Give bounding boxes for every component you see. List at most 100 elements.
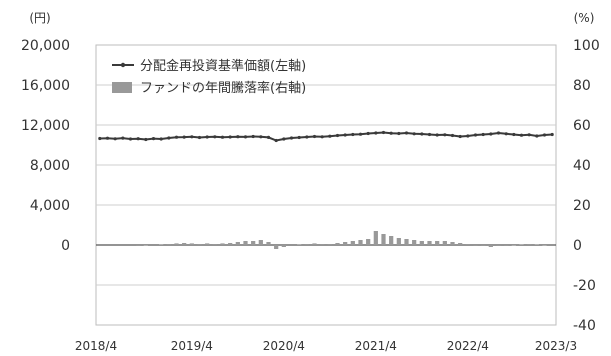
line-point <box>266 135 271 139</box>
bar <box>435 241 440 245</box>
bar <box>159 244 164 245</box>
y-right-tick-label: -40 <box>573 318 596 334</box>
legend-line-label: 分配金再投資基準価額(左軸) <box>140 58 306 74</box>
bar <box>274 245 279 249</box>
line-point <box>397 131 401 136</box>
line-point <box>420 132 424 136</box>
bar <box>396 238 401 245</box>
line-point <box>182 135 186 139</box>
bar <box>320 244 325 245</box>
y-right-tick-label: -20 <box>573 278 596 294</box>
bar <box>358 240 363 245</box>
line-series <box>98 130 554 143</box>
y-right-tick-label: 40 <box>573 158 591 174</box>
line-point <box>98 136 102 141</box>
axis-labels: 100 80 60 40 20 0 -20 -40 20,000 16,000 12,000 8,00… <box>21 38 600 353</box>
bar <box>136 245 141 246</box>
line-point <box>167 136 171 140</box>
y-left-tick-label: 20,000 <box>21 38 70 54</box>
bar <box>458 243 463 245</box>
y-right-tick-label: 20 <box>573 198 591 214</box>
bar <box>243 241 248 245</box>
line-point <box>374 131 378 135</box>
line-point <box>443 133 447 137</box>
bar <box>450 242 455 245</box>
bar <box>373 231 378 245</box>
line-point <box>274 138 278 143</box>
line-point <box>128 137 133 141</box>
y-left-tick-label: 0 <box>61 238 70 254</box>
line-point <box>358 132 363 136</box>
bar <box>389 236 394 245</box>
bar <box>235 242 240 245</box>
line-point <box>535 134 539 138</box>
line-point <box>144 137 148 142</box>
bar <box>473 245 478 246</box>
bar <box>519 244 524 245</box>
bar <box>312 243 317 245</box>
x-tick-label: 2018/4 <box>75 339 117 353</box>
bar <box>542 245 547 246</box>
line-point <box>381 130 386 135</box>
bar <box>266 242 271 245</box>
bar <box>220 243 225 245</box>
line-point <box>113 137 117 141</box>
bar <box>197 244 202 245</box>
grid-lines <box>96 84 556 286</box>
x-tick-label: 2020/4 <box>263 339 305 353</box>
line-point <box>427 132 432 137</box>
bar <box>381 234 386 245</box>
line-point <box>481 132 485 137</box>
line-point <box>328 134 332 138</box>
bar <box>504 245 509 246</box>
line-point <box>228 135 232 139</box>
legend-bar-swatch <box>112 82 132 93</box>
line-point <box>412 132 416 136</box>
right-axis-unit: (%) <box>574 11 595 25</box>
line-point <box>320 135 324 139</box>
line-point <box>466 134 470 138</box>
bar <box>427 241 432 245</box>
legend-bar-label: ファンドの年間騰落率(右軸) <box>140 80 306 96</box>
line-point <box>151 137 156 141</box>
line-point <box>366 131 370 136</box>
line-point <box>389 131 393 135</box>
line-point <box>243 135 248 139</box>
line-point <box>174 135 179 139</box>
line-point <box>259 135 263 139</box>
line-point <box>105 136 110 140</box>
line-point <box>305 135 309 139</box>
bar <box>404 239 409 245</box>
y-right-tick-label: 60 <box>573 118 591 134</box>
y-left-tick-label: 8,000 <box>30 158 70 174</box>
legend: 分配金再投資基準価額(左軸) ファンドの年間騰落率(右軸) <box>112 58 306 96</box>
y-right-tick-label: 100 <box>573 38 600 54</box>
bar <box>166 244 171 245</box>
bar <box>412 240 417 245</box>
bar <box>304 244 309 245</box>
line-point <box>213 135 217 139</box>
bar <box>258 240 263 245</box>
bar <box>496 245 501 246</box>
legend-line-marker <box>120 62 126 68</box>
bar-series <box>136 231 547 249</box>
left-axis-unit: (円) <box>29 11 50 25</box>
line-point <box>489 132 493 136</box>
line-point <box>343 133 347 137</box>
y-right-tick-label: 80 <box>573 78 591 94</box>
bar <box>189 243 194 245</box>
line-point <box>297 135 301 140</box>
y-right-tick-label: 0 <box>573 238 582 254</box>
x-tick-label: 2019/4 <box>171 339 213 353</box>
line-point <box>542 133 547 137</box>
line-point <box>282 137 286 141</box>
y-left-tick-label: 4,000 <box>30 198 70 214</box>
bar <box>143 245 148 246</box>
y-left-tick-label: 16,000 <box>21 78 70 94</box>
line-point <box>335 133 340 138</box>
line-point <box>527 133 531 137</box>
y-left-tick-label: 12,000 <box>21 118 70 134</box>
x-tick-label: 2022/4 <box>447 339 489 353</box>
bar <box>335 243 340 245</box>
